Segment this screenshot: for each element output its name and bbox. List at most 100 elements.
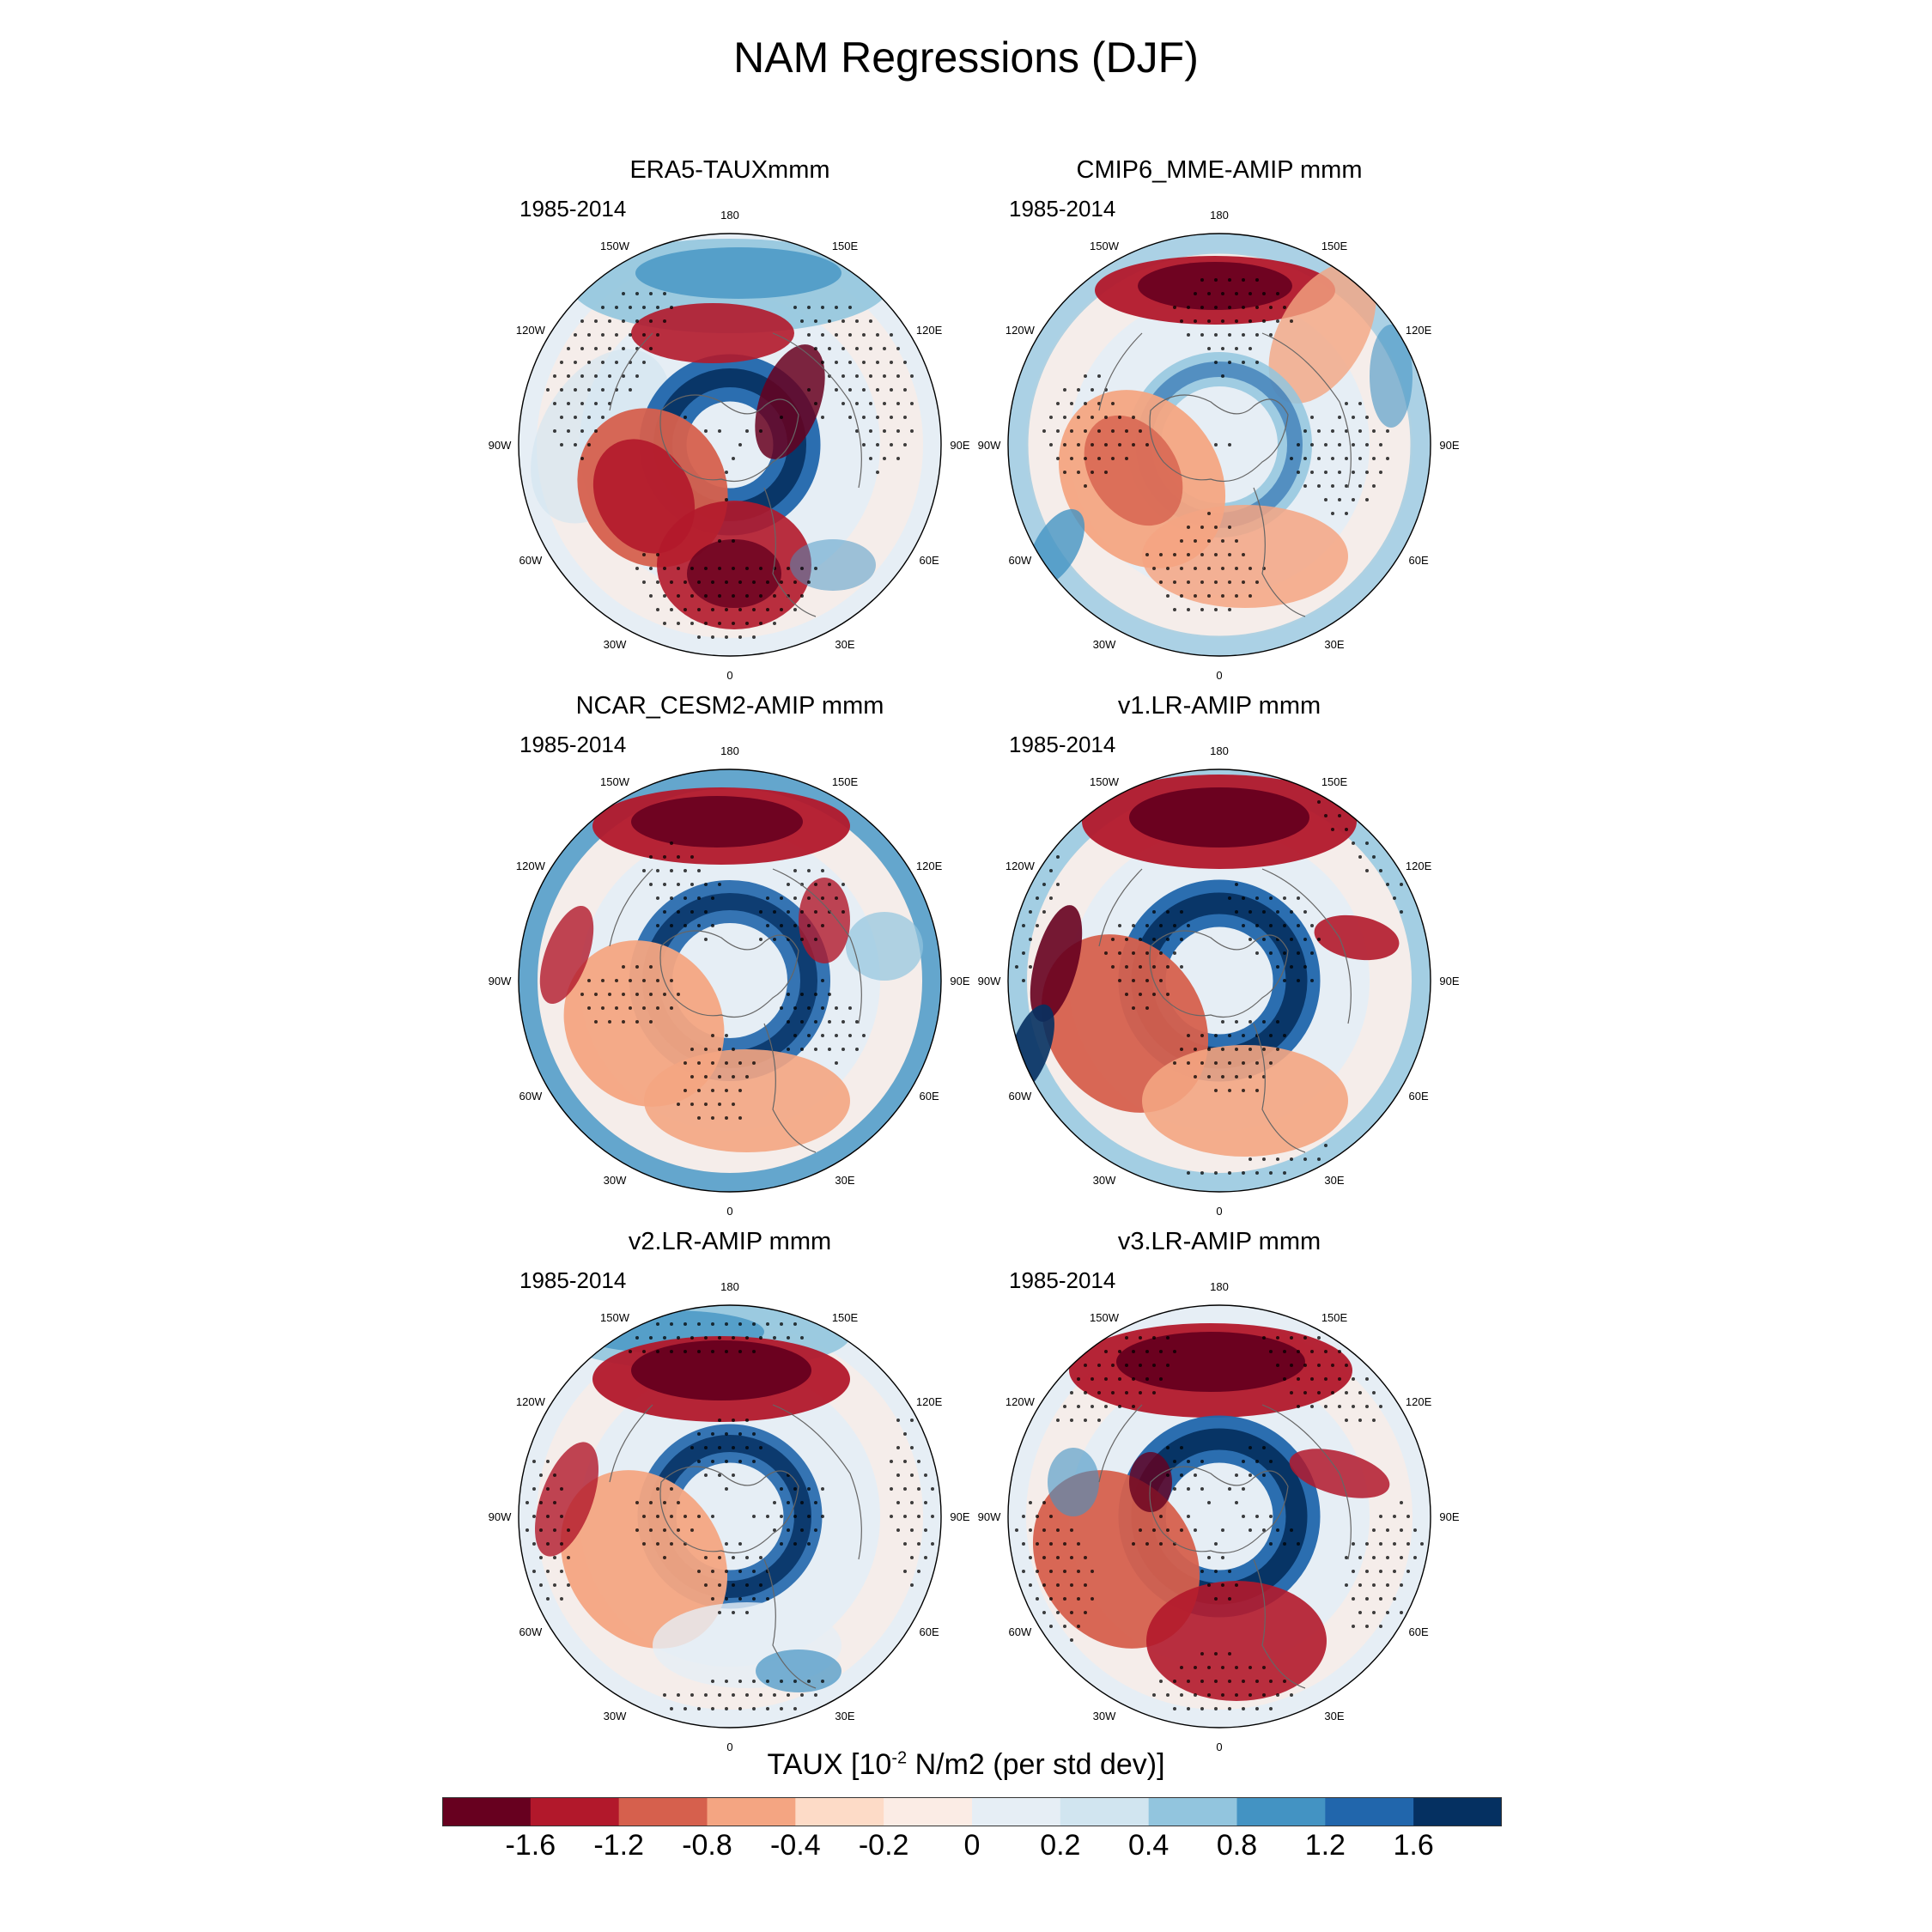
period-label: 1985-2014 — [519, 1267, 627, 1293]
longitude-label: 30E — [1324, 1174, 1344, 1187]
longitude-label: 120W — [1005, 860, 1036, 872]
longitude-label: 90E — [950, 975, 969, 987]
longitude-label: 120W — [516, 324, 546, 337]
colorbar-swatch — [1413, 1797, 1502, 1826]
longitude-label: 120W — [516, 860, 546, 872]
colorbar-tick-label: 0 — [963, 1829, 981, 1862]
colorbar-tick-label: -0.8 — [682, 1829, 732, 1862]
longitude-label: 180 — [720, 209, 739, 222]
longitude-label: 150W — [600, 775, 630, 788]
colorbar-swatch — [795, 1797, 884, 1826]
longitude-label: 120W — [1005, 324, 1036, 337]
colorbar-title: TAUX [10-2 N/m2 (per std dev)] — [767, 1748, 1165, 1781]
colorbar-swatch — [618, 1797, 708, 1826]
longitude-label: 60E — [920, 554, 939, 567]
panel-title: v2.LR-AMIP mmm — [628, 1228, 832, 1255]
longitude-label: 90W — [978, 975, 1001, 987]
polar-map: 180 150E 120E 90E 60E 30E 0 30W 60W 90W 120W 150W — [489, 209, 970, 682]
longitude-label: 60E — [1409, 1090, 1429, 1103]
coastlines — [1098, 1404, 1352, 1689]
longitude-label: 0 — [1216, 1741, 1222, 1753]
map-panel-v3-lr: v3.LR-AMIP mmm 1985-2014 180 150E 120E 90E 6… — [978, 1228, 1460, 1757]
panel-title: v1.LR-AMIP mmm — [1117, 692, 1321, 720]
longitude-label: 30W — [1093, 1710, 1116, 1722]
colorbar-swatch — [1148, 1797, 1237, 1826]
panel-title: CMIP6_MME-AMIP mmm — [1076, 156, 1363, 184]
colorbar-tick-label: -0.4 — [770, 1829, 821, 1862]
longitude-label: 60E — [920, 1090, 939, 1103]
longitude-label: 120E — [1406, 324, 1432, 337]
panel-title: NCAR_CESM2-AMIP mmm — [575, 692, 884, 720]
colorbar-swatch — [530, 1797, 620, 1826]
colorbar-swatch — [884, 1797, 973, 1826]
polar-map: 180 150E 120E 90E 60E 30E 0 30W 60W 90W 120W 150W — [978, 209, 1460, 682]
longitude-label: 60W — [519, 1625, 543, 1638]
longitude-label: 90E — [1439, 1510, 1459, 1523]
significance-stipple — [1015, 800, 1403, 1175]
longitude-label: 30W — [604, 638, 627, 651]
longitude-label: 0 — [1216, 669, 1222, 682]
map-boundary — [518, 233, 942, 657]
longitude-label: 30W — [1093, 638, 1116, 651]
colorbar-tick-label: -1.6 — [505, 1829, 556, 1862]
significance-stipple — [1015, 1336, 1424, 1710]
longitude-label: 60W — [519, 554, 543, 567]
coastlines — [1098, 868, 1352, 1153]
longitude-label: 90W — [489, 1510, 512, 1523]
longitude-label: 90W — [978, 439, 1001, 452]
longitude-label: 30E — [835, 638, 854, 651]
colorbar-swatch — [972, 1797, 1061, 1826]
longitude-label: 150W — [1090, 240, 1120, 252]
map-field — [519, 1305, 941, 1728]
map-boundary — [1007, 1304, 1431, 1728]
longitude-label: 120E — [1406, 860, 1432, 872]
colorbar-tick-label: 1.2 — [1304, 1829, 1346, 1862]
map-panel-cmip6-mme: CMIP6_MME-AMIP mmm 1985-2014 180 150E 120E… — [978, 156, 1460, 685]
map-field — [519, 769, 941, 1192]
period-label: 1985-2014 — [1009, 1267, 1116, 1293]
longitude-label: 0 — [1216, 1205, 1222, 1218]
longitude-label: 180 — [1210, 1280, 1229, 1293]
colorbar-swatch — [1060, 1797, 1150, 1826]
polar-map: 180 150E 120E 90E 60E 30E 0 30W 60W 90W 120W 150W — [489, 744, 970, 1218]
longitude-label: 60W — [1009, 1090, 1032, 1103]
longitude-label: 90W — [489, 975, 512, 987]
longitude-label: 30W — [604, 1174, 627, 1187]
coastlines — [609, 332, 862, 617]
period-label: 1985-2014 — [1009, 732, 1116, 757]
colorbar-swatch — [442, 1797, 532, 1826]
longitude-label: 120E — [916, 1395, 943, 1408]
longitude-label: 150E — [1321, 775, 1348, 788]
longitude-label: 60W — [519, 1090, 543, 1103]
longitude-label: 60W — [1009, 554, 1032, 567]
longitude-label: 150E — [832, 775, 859, 788]
longitude-label: 180 — [1210, 209, 1229, 222]
map-panel-ncar-cesm2: NCAR_CESM2-AMIP mmm 1985-2014 180 150E 120… — [489, 692, 970, 1221]
longitude-label: 90W — [978, 1510, 1001, 1523]
significance-stipple — [1042, 278, 1389, 611]
longitude-label: 180 — [1210, 744, 1229, 757]
period-label: 1985-2014 — [519, 196, 627, 222]
map-panel-v1-lr: v1.LR-AMIP mmm 1985-2014 180 150E 120E 90E 6… — [978, 692, 1460, 1221]
colorbar-tick-label: 0.8 — [1216, 1829, 1258, 1862]
longitude-label: 150E — [832, 240, 859, 252]
colorbar-swatch — [1325, 1797, 1414, 1826]
polar-map: 180 150E 120E 90E 60E 30E 0 30W 60W 90W 120W 150W — [978, 1280, 1460, 1753]
map-panel-era5: ERA5-TAUXmmm 1985-2014 180 150E 120E 90E 60E… — [489, 156, 970, 685]
panel-title: ERA5-TAUXmmm — [629, 156, 830, 184]
longitude-label: 0 — [726, 1741, 732, 1753]
map-field — [1008, 234, 1431, 656]
figure-title: NAM Regressions (DJF) — [733, 33, 1199, 82]
map-panel-v2-lr: v2.LR-AMIP mmm 1985-2014 180 150E 120E 90E 6… — [489, 1228, 970, 1757]
longitude-label: 90E — [950, 439, 969, 452]
significance-stipple — [526, 1322, 934, 1710]
longitude-label: 120E — [916, 860, 943, 872]
longitude-label: 90W — [489, 439, 512, 452]
map-field — [519, 234, 941, 656]
longitude-label: 150E — [1321, 240, 1348, 252]
longitude-label: 90E — [950, 1510, 969, 1523]
significance-stipple — [580, 841, 866, 1120]
longitude-label: 150W — [1090, 1311, 1120, 1324]
significance-stipple — [546, 292, 914, 639]
coastlines — [609, 868, 862, 1153]
